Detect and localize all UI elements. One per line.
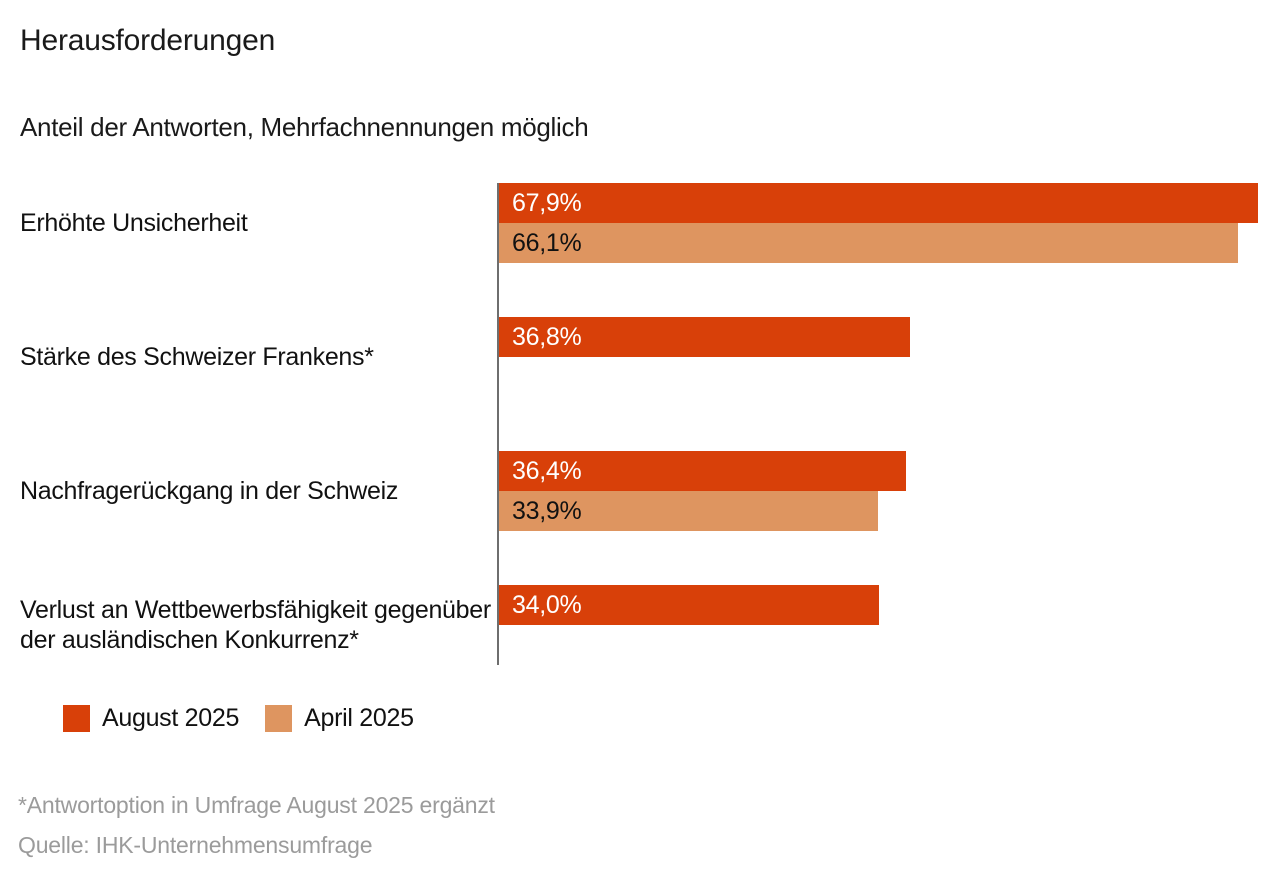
footnote-asterisk: *Antwortoption in Umfrage August 2025 er… xyxy=(18,792,495,818)
legend: August 2025 April 2025 xyxy=(63,704,414,733)
footnotes: *Antwortoption in Umfrage August 2025 er… xyxy=(18,785,495,865)
bar-april: 66,1% xyxy=(499,223,1238,263)
bar-value-label: 66,1% xyxy=(512,228,582,257)
bar-value-label: 36,4% xyxy=(512,456,582,485)
bar-april: 33,9% xyxy=(499,491,878,531)
legend-label-april: April 2025 xyxy=(304,704,414,732)
bar-august: 36,4% xyxy=(499,451,906,491)
bar-value-label: 67,9% xyxy=(512,188,582,217)
chart-title: Herausforderungen xyxy=(20,24,276,57)
bar-august: 67,9% xyxy=(499,183,1258,223)
chart-subtitle: Anteil der Antworten, Mehrfachnennungen … xyxy=(20,112,589,142)
category-label: Verlust an Wettbewerbsfähigkeit gegenübe… xyxy=(20,596,491,654)
legend-item-august: August 2025 xyxy=(63,704,239,733)
bar-value-label: 36,8% xyxy=(512,322,582,351)
bar-august: 34,0% xyxy=(499,585,879,625)
legend-swatch-april xyxy=(265,705,293,732)
legend-item-april: April 2025 xyxy=(265,704,414,733)
category-label: Stärke des Schweizer Frankens* xyxy=(20,343,374,371)
bar-value-label: 33,9% xyxy=(512,496,582,525)
footnote-source: Quelle: IHK-Unternehmensumfrage xyxy=(18,832,373,858)
legend-label-august: August 2025 xyxy=(102,704,240,732)
category-label: Nachfragerückgang in der Schweiz xyxy=(20,477,399,505)
bar-value-label: 34,0% xyxy=(512,590,582,619)
bar-august: 36,8% xyxy=(499,317,910,357)
category-label: Erhöhte Unsicherheit xyxy=(20,209,248,237)
y-axis-line xyxy=(497,183,499,665)
legend-swatch-august xyxy=(63,705,90,732)
